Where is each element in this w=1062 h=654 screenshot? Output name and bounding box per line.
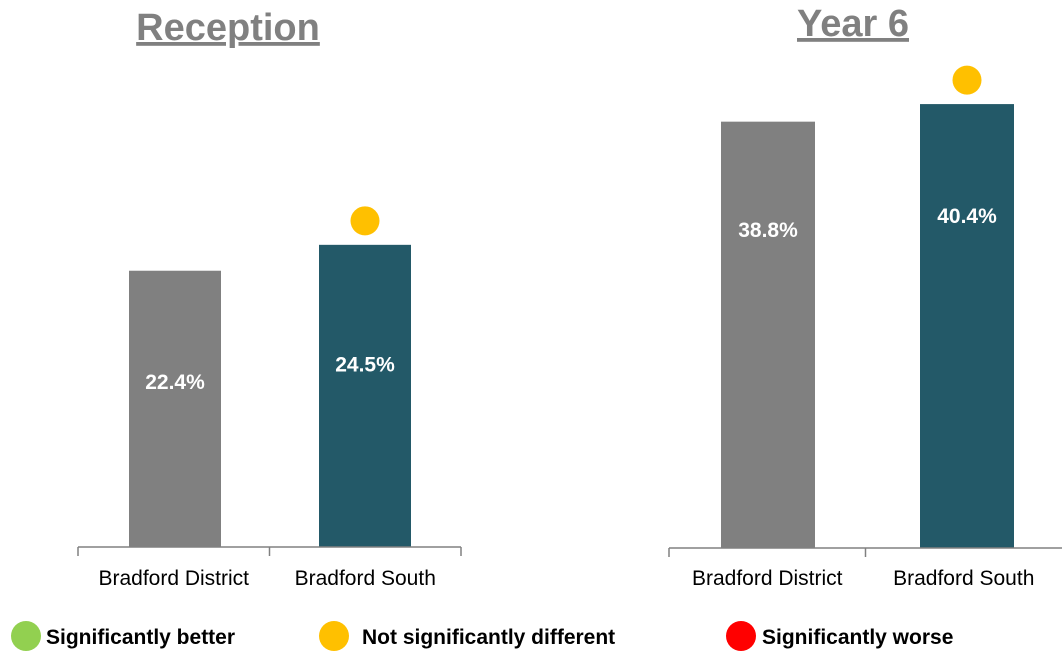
chart-panel-2: Year 6 38.8% Bradford District 40.4% Bradfor… bbox=[668, 3, 1062, 590]
green-circle-icon bbox=[11, 621, 41, 651]
x-tick-label: Bradford South bbox=[893, 567, 1034, 590]
data-label: 38.8% bbox=[738, 219, 798, 242]
legend-label: Significantly better bbox=[46, 626, 235, 649]
x-tick-label: Bradford District bbox=[98, 567, 249, 590]
chart-panels: Reception 22.4% Bradford District 24.5% Brad… bbox=[77, 3, 1062, 590]
chart-panel-1: Reception 22.4% Bradford District 24.5% Brad… bbox=[77, 7, 462, 590]
x-tick-label: Bradford South bbox=[295, 567, 436, 590]
legend-item-not-significantly-different: Not significantly different bbox=[319, 621, 615, 651]
bar bbox=[129, 270, 221, 547]
data-label: 24.5% bbox=[335, 354, 395, 377]
legend-item-significantly-worse: Significantly worse bbox=[726, 621, 953, 651]
chart-title: Reception bbox=[136, 7, 320, 49]
red-circle-icon bbox=[726, 621, 756, 651]
legend-label: Not significantly different bbox=[362, 626, 615, 649]
significance-marker bbox=[350, 206, 380, 236]
data-label: 22.4% bbox=[145, 371, 205, 394]
data-label: 40.4% bbox=[937, 205, 997, 228]
legend-label: Significantly worse bbox=[762, 626, 953, 649]
amber-circle-icon bbox=[319, 621, 349, 651]
bar bbox=[721, 121, 815, 548]
legend-item-significantly-better: Significantly better bbox=[11, 621, 235, 651]
bar bbox=[319, 244, 411, 548]
bar bbox=[920, 104, 1014, 549]
x-tick-label: Bradford District bbox=[692, 567, 843, 590]
legend: Significantly better Not significantly di… bbox=[11, 621, 953, 651]
chart-title: Year 6 bbox=[797, 3, 909, 45]
significance-marker bbox=[952, 65, 982, 95]
